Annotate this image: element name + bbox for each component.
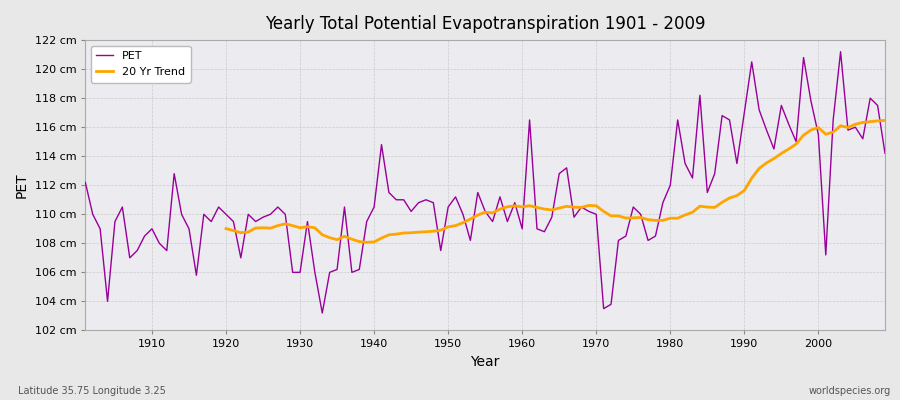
Line: 20 Yr Trend: 20 Yr Trend — [226, 120, 885, 242]
20 Yr Trend — [220, 226, 231, 231]
PET — [613, 238, 624, 243]
X-axis label: Year: Year — [471, 355, 500, 369]
20 Yr Trend — [310, 225, 320, 230]
Legend: PET, 20 Yr Trend: PET, 20 Yr Trend — [91, 46, 191, 82]
20 Yr Trend — [428, 229, 438, 234]
PET — [517, 226, 527, 231]
PET — [354, 267, 364, 272]
Line: PET: PET — [86, 52, 885, 313]
Text: worldspecies.org: worldspecies.org — [809, 386, 891, 396]
20 Yr Trend — [776, 151, 787, 156]
20 Yr Trend — [879, 118, 890, 123]
Title: Yearly Total Potential Evapotranspiration 1901 - 2009: Yearly Total Potential Evapotranspiratio… — [265, 15, 706, 33]
PET — [879, 151, 890, 156]
PET — [835, 49, 846, 54]
20 Yr Trend — [687, 210, 698, 215]
20 Yr Trend — [791, 142, 802, 146]
20 Yr Trend — [361, 240, 372, 245]
20 Yr Trend — [858, 120, 868, 125]
PET — [140, 234, 150, 238]
PET — [317, 310, 328, 315]
PET — [80, 180, 91, 185]
Text: Latitude 35.75 Longitude 3.25: Latitude 35.75 Longitude 3.25 — [18, 386, 166, 396]
PET — [524, 118, 535, 122]
PET — [302, 219, 313, 224]
Y-axis label: PET: PET — [15, 172, 29, 198]
